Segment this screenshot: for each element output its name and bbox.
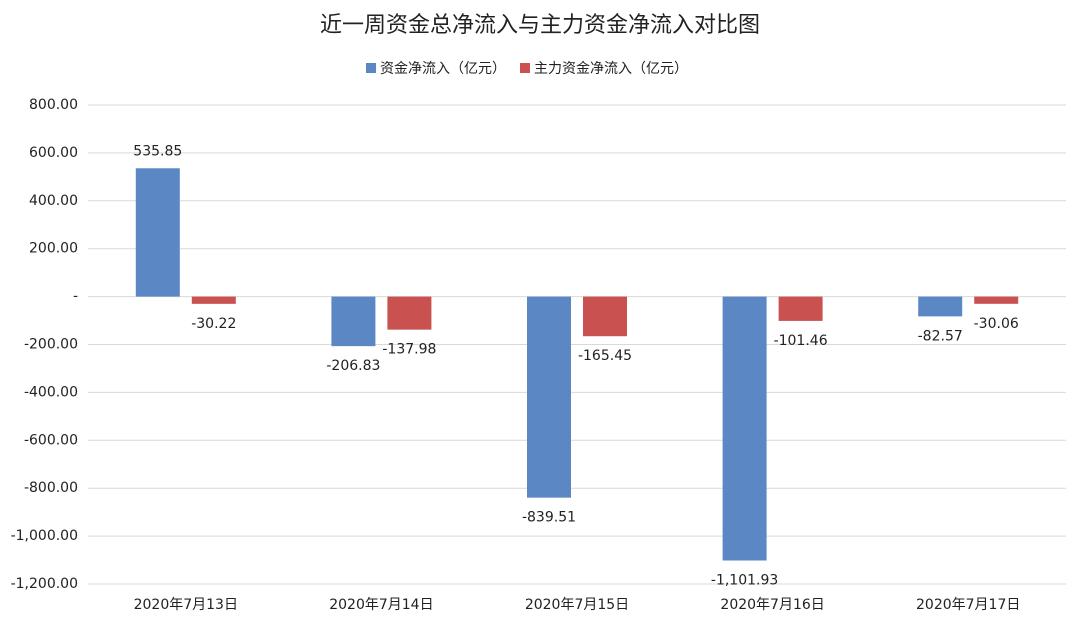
x-tick-label: 2020年7月14日 — [329, 597, 433, 613]
bar — [778, 296, 823, 321]
x-tick-label: 2020年7月17日 — [916, 597, 1020, 613]
y-tick-label: 800.00 — [29, 97, 78, 113]
y-tick-label: -800.00 — [24, 480, 78, 496]
value-label: -30.22 — [191, 316, 236, 332]
y-tick-label: 600.00 — [29, 145, 78, 161]
value-label: -101.46 — [774, 333, 828, 349]
bar — [918, 296, 963, 317]
bar — [722, 296, 767, 561]
value-label: -206.83 — [326, 358, 380, 374]
y-tick-label: 200.00 — [29, 241, 78, 257]
x-tick-label: 2020年7月13日 — [134, 597, 238, 613]
bar — [331, 296, 376, 347]
chart-title: 近一周资金总净流入与主力资金净流入对比图 — [320, 13, 760, 38]
value-label: 535.85 — [133, 143, 182, 159]
bar — [191, 296, 236, 304]
bar — [527, 296, 571, 498]
legend-label: 主力资金净流入（亿元） — [534, 61, 688, 77]
y-tick-label: -400.00 — [24, 384, 78, 400]
bar — [583, 296, 627, 337]
x-tick-label: 2020年7月15日 — [525, 597, 629, 613]
value-label: -1,101.93 — [711, 573, 778, 589]
y-tick-label: -1,000.00 — [11, 528, 78, 544]
legend-label: 资金净流入（亿元） — [380, 61, 506, 77]
y-tick-label: - — [73, 289, 78, 305]
y-tick-label: -1,200.00 — [11, 576, 78, 592]
y-tick-label: -600.00 — [24, 432, 78, 448]
y-tick-label: -200.00 — [24, 337, 78, 353]
legend-swatch — [366, 63, 376, 73]
value-label: -165.45 — [578, 348, 632, 364]
value-label: -82.57 — [918, 328, 963, 344]
y-tick-label: 400.00 — [29, 193, 78, 209]
bar — [387, 296, 432, 330]
value-label: -137.98 — [382, 342, 436, 358]
legend-swatch — [520, 63, 530, 73]
bar — [135, 168, 180, 297]
value-label: -30.06 — [974, 316, 1019, 332]
value-label: -839.51 — [522, 510, 576, 526]
bar — [974, 296, 1019, 304]
x-tick-label: 2020年7月16日 — [720, 597, 824, 613]
